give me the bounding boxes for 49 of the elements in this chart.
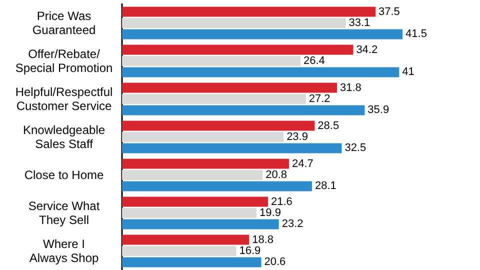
data-label: 41: [402, 66, 414, 78]
y-tick-label: Offer/Rebate/ Special Promotion: [15, 47, 113, 75]
data-label: 35.9: [368, 104, 390, 116]
bar: [122, 219, 279, 230]
bar: [122, 132, 284, 142]
bar: [122, 29, 403, 40]
data-label: 20.8: [266, 169, 288, 181]
bar: [122, 234, 250, 245]
data-label: 20.6: [264, 256, 286, 268]
bar: [122, 82, 337, 93]
data-label: 16.9: [239, 245, 261, 257]
data-label: 32.5: [344, 142, 366, 154]
bar: [122, 94, 306, 104]
bar: [122, 181, 312, 192]
bar: [122, 18, 346, 28]
bar: [122, 196, 268, 207]
y-tick-label: Where I Always Shop: [29, 237, 100, 265]
bar: [122, 143, 342, 154]
bar: [122, 105, 365, 116]
bar: [122, 208, 257, 218]
data-label: 24.7: [292, 158, 314, 170]
bar: [122, 158, 289, 169]
data-label: 23.2: [282, 218, 304, 230]
data-label: 33.1: [348, 17, 370, 29]
data-label: 41.5: [406, 28, 427, 40]
data-label: 28.1: [314, 180, 336, 192]
data-label: 21.6: [271, 196, 292, 208]
data-label: 34.2: [356, 44, 378, 56]
data-label: 31.8: [340, 82, 362, 94]
bar: [122, 67, 400, 78]
data-label: 18.8: [252, 234, 274, 246]
y-tick-label: Helpful/Respectful Customer Service: [15, 85, 113, 113]
y-tick-label: Knowledgeable Sales Staff: [22, 123, 106, 151]
data-label: 37.5: [378, 6, 400, 18]
y-tick-label: Price Was Guaranteed: [32, 9, 96, 37]
y-tick-label: Service What They Sell: [28, 199, 100, 227]
data-label: 26.4: [303, 55, 325, 67]
bar: [122, 257, 262, 268]
bar: [122, 6, 376, 17]
bar: [122, 56, 300, 66]
bar: [122, 246, 236, 256]
data-label: 28.5: [318, 120, 340, 132]
data-label: 19.9: [260, 207, 281, 219]
bar: [122, 170, 263, 180]
bar: [122, 44, 354, 55]
data-label: 27.2: [308, 93, 330, 105]
data-label: 23.9: [286, 131, 308, 143]
y-tick-label: Close to Home: [24, 168, 104, 182]
bar: [122, 120, 315, 131]
